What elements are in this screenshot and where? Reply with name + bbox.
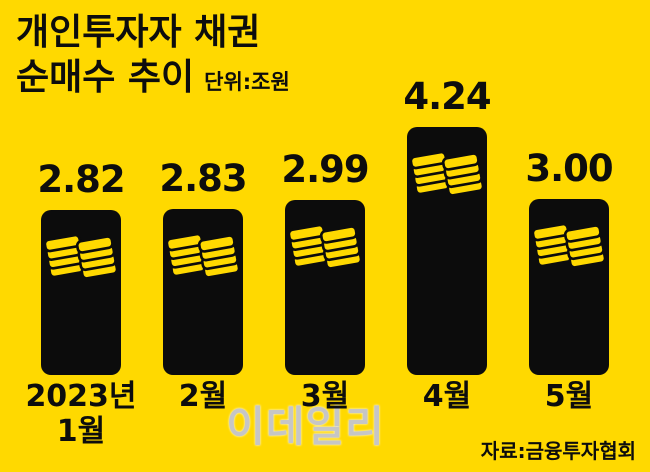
bar-column: 4.24 [386, 0, 508, 375]
bar-value-label: 2.99 [281, 148, 369, 191]
x-axis-labels: 2023년 1월 2월 3월 4월 5월 [20, 379, 630, 449]
chart-title: 개인투자자 채권 순매수 추이 단위:조원 [16, 10, 290, 100]
bar-value-label: 2.83 [159, 157, 247, 200]
bar-category-label: 2023년 1월 [25, 379, 137, 449]
chart-title-line1: 개인투자자 채권 [16, 12, 261, 53]
source-credit: 자료:금융투자협회 [480, 439, 636, 463]
bar-column: 2.82 [20, 0, 142, 375]
bar-category-label: 5월 [544, 379, 594, 414]
bar [285, 200, 365, 375]
bar-chart: 2.82 2.83 2.99 4.24 3.00 [20, 0, 630, 375]
bar-column: 3.00 [508, 0, 630, 375]
edaily-watermark-logo: 이데일리 [226, 402, 385, 451]
chart-unit-label: 단위:조원 [204, 70, 290, 94]
bar-category-label: 2월 [178, 379, 228, 414]
bar-column: 2.99 [264, 0, 386, 375]
bar-column: 2.83 [142, 0, 264, 375]
money-stack-icon [411, 150, 483, 197]
bar-value-label: 3.00 [525, 147, 613, 190]
bar-value-label: 4.24 [403, 75, 491, 118]
bar [41, 210, 121, 375]
bar-category-label: 3월 [300, 379, 350, 414]
bar [407, 127, 487, 375]
money-stack-icon [533, 222, 605, 269]
money-stack-icon [289, 223, 361, 270]
money-stack-icon [45, 233, 117, 280]
money-stack-icon [167, 232, 239, 279]
bar [529, 199, 609, 375]
bar [163, 209, 243, 375]
chart-title-line2: 순매수 추이 [16, 57, 195, 98]
bar-value-label: 2.82 [37, 158, 125, 201]
bar-category-label: 4월 [422, 379, 472, 414]
